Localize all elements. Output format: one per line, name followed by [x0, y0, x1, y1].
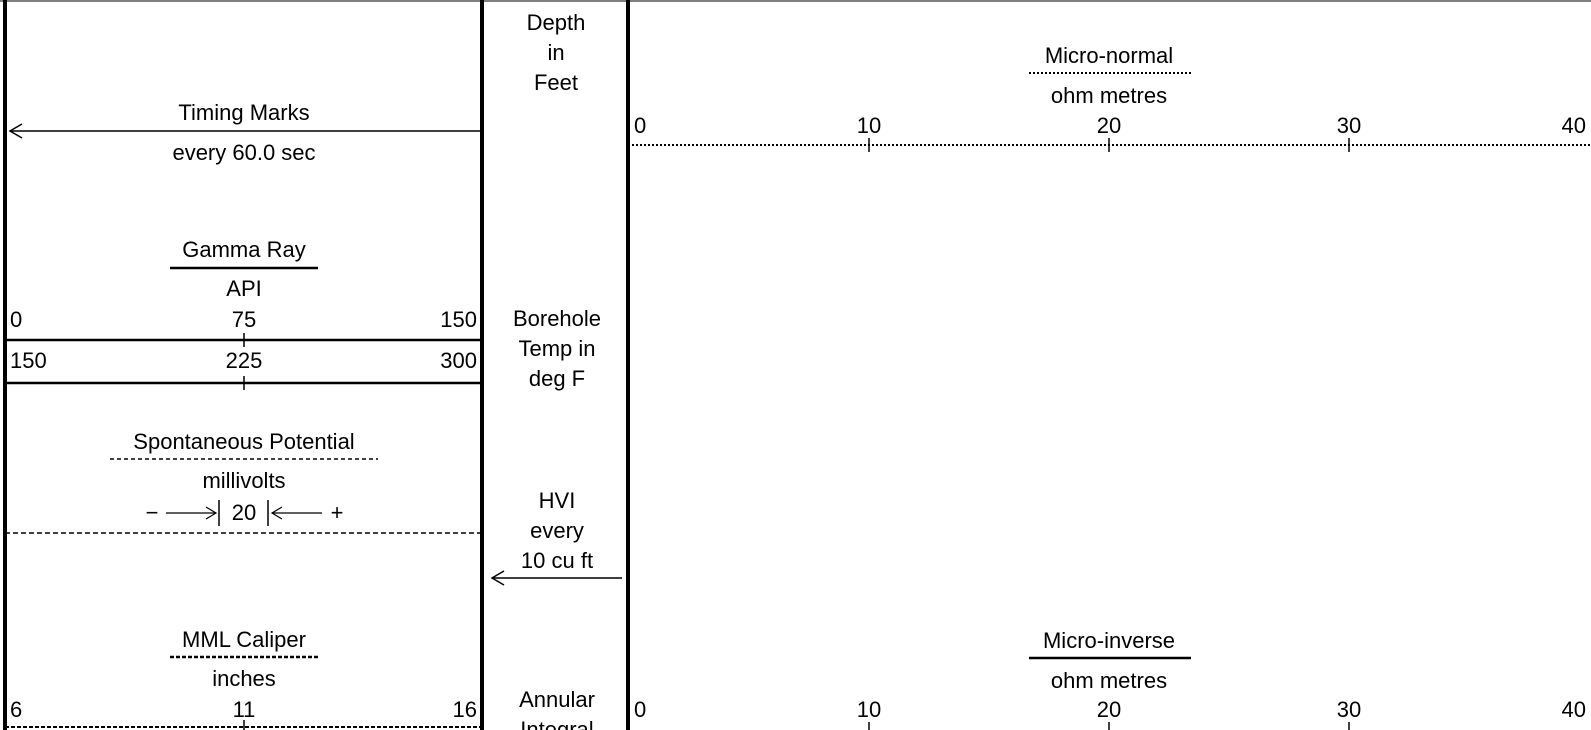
sp-minus-sign: − [146, 500, 159, 525]
micro-inverse-scale-40: 40 [1562, 697, 1586, 722]
gamma-ray-unit: API [226, 276, 261, 301]
hvi-line-1: HVI [539, 488, 576, 513]
depth-line-1: Depth [527, 10, 586, 35]
micro-inverse-scale-30: 30 [1337, 697, 1361, 722]
micro-inverse-title: Micro-inverse [1043, 628, 1175, 653]
caliper-scale-max: 16 [453, 697, 477, 722]
hvi-line-2: every [530, 518, 584, 543]
gamma-ray-scale2-max: 300 [440, 348, 477, 373]
timing-arrow-icon [8, 123, 480, 139]
gamma-ray-scale2-mid: 225 [226, 348, 263, 373]
micro-normal-scale-10: 10 [857, 113, 881, 138]
gamma-ray-title: Gamma Ray [182, 237, 305, 262]
annular-line-1: Annular [519, 687, 595, 712]
micro-inverse-ticks [868, 722, 1350, 730]
depth-line-2: in [547, 40, 564, 65]
micro-inverse-unit: ohm metres [1051, 668, 1167, 693]
borehole-temp-line-1: Borehole [513, 306, 601, 331]
micro-normal-scale-30: 30 [1337, 113, 1361, 138]
depth-line-3: Feet [534, 70, 578, 95]
sp-left-arrow-icon [267, 500, 322, 526]
borehole-temp-line-2: Temp in [518, 336, 595, 361]
micro-inverse-scale-20: 20 [1097, 697, 1121, 722]
caliper-scale-mid: 11 [233, 697, 256, 722]
sp-right-arrow-icon [166, 500, 220, 526]
sp-title: Spontaneous Potential [133, 429, 354, 454]
micro-normal-ticks [868, 138, 1350, 152]
sp-unit: millivolts [202, 468, 285, 493]
sp-plus-sign: + [331, 500, 344, 525]
hvi-arrow-icon [490, 570, 622, 586]
micro-inverse-scale-10: 10 [857, 697, 881, 722]
annular-line-2: Integral [520, 717, 593, 730]
micro-normal-unit: ohm metres [1051, 83, 1167, 108]
micro-normal-scale-0: 0 [634, 113, 646, 138]
gamma-ray-scale1-max: 150 [440, 307, 477, 332]
gamma-ray-scale1-min: 0 [10, 307, 22, 332]
hvi-line-3: 10 cu ft [521, 548, 593, 573]
caliper-scale-min: 6 [10, 697, 22, 722]
caliper-unit: inches [212, 666, 276, 691]
caliper-title: MML Caliper [182, 627, 306, 652]
micro-normal-scale-40: 40 [1562, 113, 1586, 138]
micro-normal-scale-20: 20 [1097, 113, 1121, 138]
borehole-temp-line-3: deg F [529, 366, 585, 391]
timing-marks-title: Timing Marks [178, 100, 309, 125]
sp-scale-value: 20 [232, 500, 256, 525]
gamma-ray-scale1-mid: 75 [232, 307, 256, 332]
micro-normal-title: Micro-normal [1045, 43, 1173, 68]
timing-marks-subtitle: every 60.0 sec [172, 140, 315, 165]
gamma-ray-scale2-min: 150 [10, 348, 47, 373]
micro-inverse-scale-0: 0 [634, 697, 646, 722]
